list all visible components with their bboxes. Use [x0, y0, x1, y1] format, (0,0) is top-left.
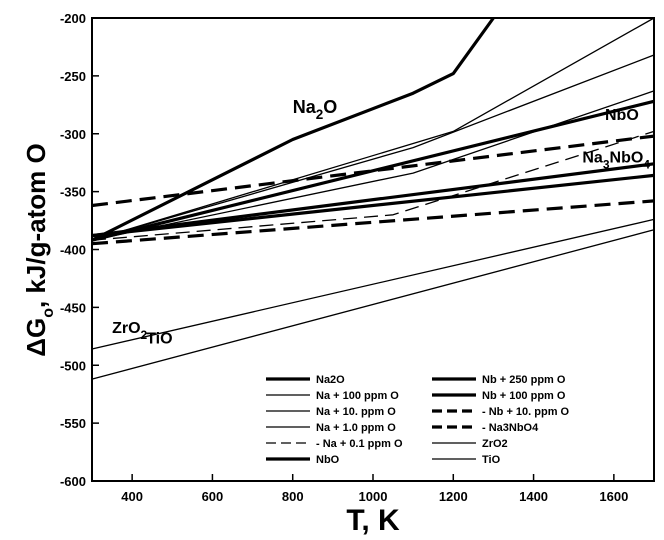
- y-axis-title-rest: , kJ/g-atom O: [21, 143, 51, 308]
- x-tick-label: 1000: [359, 489, 388, 504]
- y-tick-label: -200: [60, 11, 86, 26]
- annotation-subscript: 2: [316, 107, 324, 122]
- annotation-main: ZrO: [112, 320, 140, 337]
- x-axis-ticks: 400 600 800 1000 1200 1400 1600: [121, 474, 628, 504]
- legend: Na2O Na + 100 ppm O Na + 10. ppm O Na + 1.0…: [266, 374, 570, 466]
- series-line-9: [91, 134, 655, 208]
- x-tick-label: 1400: [519, 489, 548, 504]
- series-line-4: [91, 130, 655, 241]
- series-line-1: [91, 17, 655, 241]
- annotation-label-4: TiO: [146, 330, 172, 347]
- series-layer: [91, 17, 655, 380]
- y-tick-label: -600: [60, 474, 86, 489]
- annotation-label-0: Na2O: [293, 97, 338, 122]
- x-tick-label: 1200: [439, 489, 468, 504]
- legend-label-2: Na + 10. ppm O: [316, 406, 396, 418]
- y-tick-label: -550: [60, 416, 86, 431]
- annotation-label-3: ZrO2: [112, 320, 147, 342]
- annotation-rest: NbO: [610, 150, 644, 167]
- legend-label-9: - Na3NbO4: [482, 422, 539, 434]
- annotation-rest: O: [323, 97, 337, 117]
- annotation-main: Na: [582, 150, 603, 167]
- y-tick-label: -400: [60, 243, 86, 258]
- legend-label-8: - Nb + 10. ppm O: [482, 406, 570, 418]
- legend-label-11: TiO: [482, 454, 501, 466]
- annotation-label-2: Na3NbO4: [582, 150, 650, 172]
- series-line-5: [91, 99, 655, 242]
- y-tick-label: -450: [60, 300, 86, 315]
- x-tick-label: 600: [202, 489, 224, 504]
- legend-label-5: NbO: [316, 454, 340, 466]
- annotation-label-1: NbO: [605, 107, 639, 124]
- x-tick-label: 800: [282, 489, 304, 504]
- y-tick-label: -300: [60, 127, 86, 142]
- legend-label-3: Na + 1.0 ppm O: [316, 422, 396, 434]
- series-line-11: [91, 229, 655, 380]
- y-axis-title-sub: o: [40, 308, 57, 318]
- legend-label-0: Na2O: [316, 374, 345, 386]
- series-line-7: [91, 173, 655, 238]
- annotation-main: NbO: [605, 107, 639, 124]
- legend-label-1: Na + 100 ppm O: [316, 390, 399, 402]
- annotation-main: TiO: [146, 330, 172, 347]
- y-axis-title-main: ΔG: [21, 318, 51, 357]
- series-line-10: [91, 218, 655, 350]
- y-tick-label: -500: [60, 358, 86, 373]
- legend-label-10: ZrO2: [482, 438, 508, 450]
- y-axis-ticks: -200 -250 -300 -350 -400 -450 -500 -550 -600: [60, 11, 99, 489]
- legend-label-6: Nb + 250 ppm O: [482, 374, 566, 386]
- y-tick-label: -350: [60, 185, 86, 200]
- x-tick-label: 400: [121, 489, 143, 504]
- x-axis-title: T, K: [346, 504, 400, 537]
- y-tick-label: -250: [60, 69, 86, 84]
- annotation-subscript: 3: [603, 158, 610, 172]
- legend-label-4: - Na + 0.1 ppm O: [316, 438, 403, 450]
- series-line-0: [91, 17, 495, 242]
- series-line-3: [91, 90, 655, 241]
- annotation-subscript: 2: [141, 328, 148, 342]
- x-tick-label: 1600: [599, 489, 628, 504]
- series-line-2: [91, 54, 655, 241]
- legend-label-7: Nb + 100 ppm O: [482, 390, 566, 402]
- annotation-main: Na: [293, 97, 317, 117]
- annotation-subscript-2: 4: [643, 158, 650, 172]
- y-axis-title: ΔGo, kJ/g-atom O: [21, 143, 57, 356]
- series-line-6: [91, 162, 655, 238]
- series-line-8: [91, 199, 655, 246]
